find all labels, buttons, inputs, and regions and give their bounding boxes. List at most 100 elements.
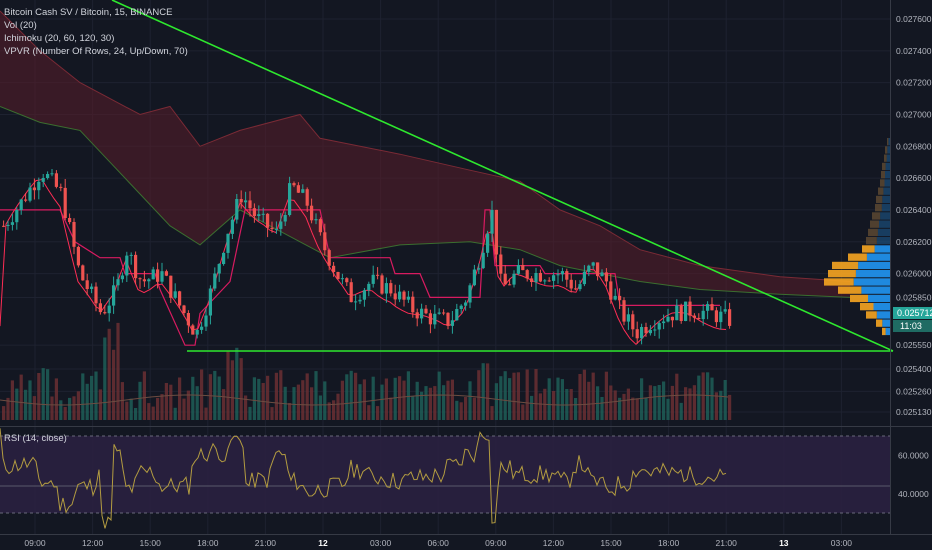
volume-bar [10, 380, 14, 420]
rsi-pane: 60.0000 40.0000 [0, 428, 929, 529]
volume-bar [706, 372, 710, 420]
candle-body [415, 312, 419, 319]
volume-bar [68, 397, 72, 420]
volume-bar [112, 349, 116, 420]
price-tick-label: 0.027400 [896, 46, 932, 56]
volume-bar [613, 390, 617, 420]
volume-bar [195, 386, 199, 420]
volume-bar [472, 397, 476, 420]
volume-bar [186, 390, 190, 420]
volume-bar [257, 378, 261, 420]
volume-bar [362, 379, 366, 420]
volume-legend[interactable]: Vol (20) [4, 20, 37, 31]
volume-bar [327, 402, 331, 420]
vpvr-up-row [874, 245, 890, 253]
vpvr-up-row [885, 327, 890, 336]
candle-body [398, 291, 402, 300]
volume-bar [367, 405, 371, 420]
candle-body [591, 262, 595, 266]
volume-bar [222, 389, 226, 420]
volume-bar [81, 373, 85, 420]
candle-body [587, 265, 591, 272]
volume-bar [604, 371, 608, 420]
volume-bar [217, 376, 221, 420]
price-tick-label: 0.025850 [896, 292, 932, 302]
price-axis[interactable]: 0.027600 0.027400 0.027200 0.027000 0.026800… [890, 0, 932, 535]
candle-body [63, 187, 67, 218]
vpvr-up-row [882, 195, 890, 204]
candle-body [24, 199, 28, 201]
candle-body [98, 303, 102, 313]
candle-body [10, 222, 14, 225]
volume-bar [160, 394, 164, 420]
volume-bar [94, 371, 98, 420]
volume-bars [0, 322, 732, 420]
candle-body [710, 304, 714, 311]
vpvr-up-row [884, 179, 890, 187]
vpvr-up-row [853, 278, 890, 286]
symbol-title[interactable]: Bitcoin Cash SV / Bitcoin, 15, BINANCE [4, 7, 172, 18]
volume-bar [120, 382, 124, 420]
candle-body [371, 274, 375, 284]
vpvr-up-row [868, 294, 890, 303]
volume-bar [442, 385, 446, 420]
volume-bar [477, 370, 481, 420]
candle-body [138, 278, 142, 280]
candle-body [459, 305, 463, 309]
candle-body [257, 214, 261, 216]
volume-bar [728, 394, 732, 420]
vpvr-down-row [878, 187, 884, 195]
volume-bar [72, 396, 76, 420]
price-tick-label: 0.025400 [896, 364, 932, 374]
volume-bar [437, 371, 441, 420]
ichimoku-legend[interactable]: Ichimoku (20, 60, 120, 30) [4, 33, 114, 44]
volume-bar [433, 386, 437, 420]
volume-bar [670, 385, 674, 420]
candle-body [666, 316, 670, 322]
volume-bar [178, 377, 182, 420]
candle-body [450, 320, 454, 326]
vpvr-up-row [881, 204, 891, 212]
volume-bar [547, 378, 551, 420]
candle-body [393, 293, 397, 300]
volume-profile [824, 138, 891, 336]
candlesticks[interactable] [2, 169, 732, 345]
candle-body [94, 286, 98, 304]
candle-body [622, 300, 626, 322]
volume-bar [481, 363, 485, 420]
candle-body [521, 265, 525, 271]
volume-bar [538, 393, 542, 420]
candle-body [402, 291, 406, 300]
volume-bar [28, 380, 32, 420]
volume-bar [349, 370, 353, 420]
vpvr-legend[interactable]: VPVR (Number Of Rows, 24, Up/Down, 70) [4, 46, 188, 57]
candle-body [186, 313, 190, 326]
candle-body [327, 250, 331, 266]
candle-body [217, 264, 221, 274]
volume-bar [252, 377, 256, 420]
time-axis[interactable]: 09:00 12:00 15:00 18:00 21:00 12 03:00 06:00 09:… [0, 534, 932, 549]
volume-bar [191, 376, 195, 420]
candle-body [296, 185, 300, 193]
vpvr-down-row [832, 261, 859, 270]
vpvr-up-row [885, 162, 890, 171]
volume-bar [552, 391, 556, 420]
candle-body [6, 224, 10, 226]
volume-bar [521, 404, 525, 420]
candle-countdown: 11:03 [900, 321, 922, 331]
rsi-legend[interactable]: RSI (14, close) [4, 433, 67, 444]
candle-body [468, 285, 472, 303]
volume-bar [516, 372, 520, 420]
volume-bar [560, 379, 564, 420]
volume-bar [274, 372, 278, 420]
volume-bar [446, 380, 450, 420]
volume-bar [323, 381, 327, 420]
volume-bar [103, 337, 107, 420]
volume-bar [415, 381, 419, 420]
volume-bar [301, 380, 305, 420]
trend-lines[interactable] [111, 0, 894, 352]
volume-bar [455, 400, 459, 420]
candle-body [380, 275, 384, 294]
candle-body [182, 305, 186, 313]
